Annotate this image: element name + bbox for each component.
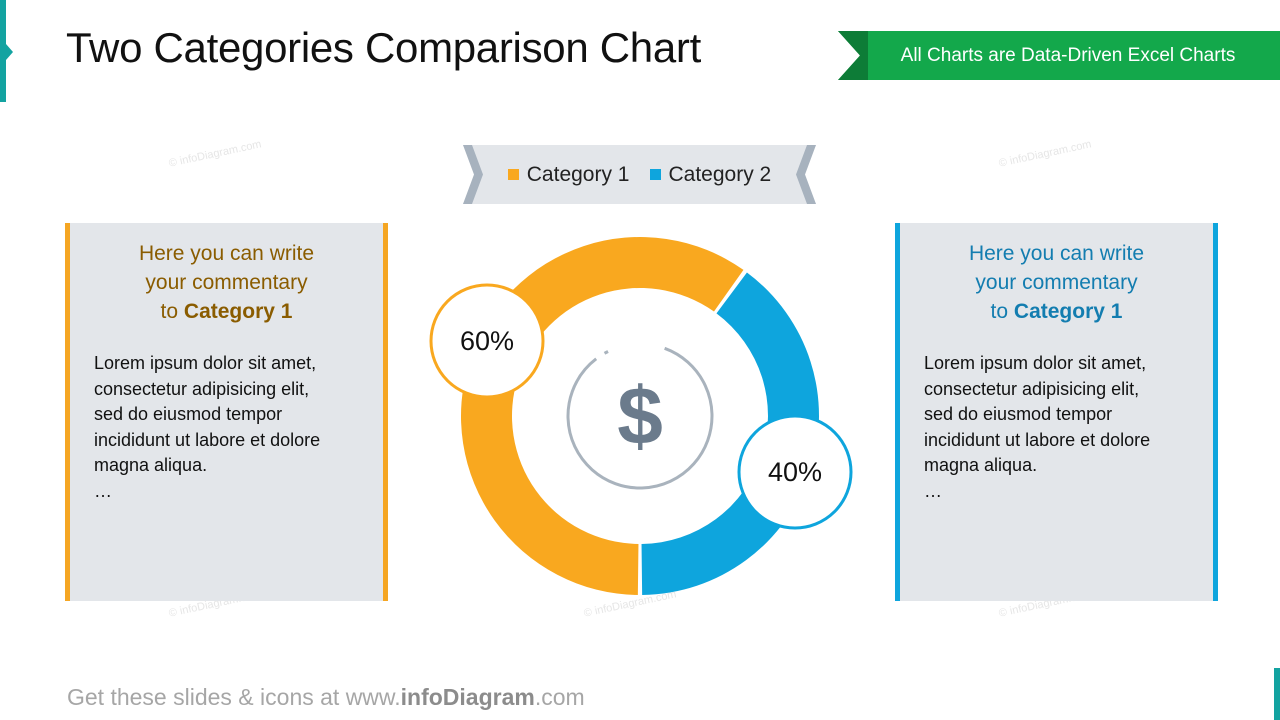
footer-prefix: Get these slides & icons at www. — [67, 684, 401, 710]
title-accent-bar — [0, 0, 6, 102]
dollar-icon: $ — [617, 371, 663, 462]
panel-heading-category: Category 1 — [1013, 300, 1123, 323]
page-title: Two Categories Comparison Chart — [66, 24, 701, 71]
panel-body-text: Lorem ipsum dolor sit amet, consectetur … — [924, 351, 1193, 504]
title-accent-tip — [6, 44, 13, 60]
panel-heading-line: your commentary — [145, 271, 308, 294]
panel-body-text: Lorem ipsum dolor sit amet, consectetur … — [94, 351, 363, 504]
panel-heading-line: to Category 1 — [70, 297, 383, 326]
data-driven-banner: All Charts are Data-Driven Excel Charts — [838, 31, 1280, 80]
panel-body-line: magna aliqua. — [924, 455, 1038, 475]
panel-body-line: Lorem ipsum dolor sit amet, — [94, 353, 317, 373]
panel-heading-line: to Category 1 — [900, 297, 1213, 326]
legend-swatch-category-1 — [507, 169, 519, 180]
footer-credit: Get these slides & icons at www.infoDiag… — [67, 684, 585, 711]
panel-heading-line: Here you can write — [138, 242, 315, 265]
chart-legend — [463, 145, 816, 204]
legend-swatch-category-2 — [649, 169, 661, 180]
panel-heading: Here you can write your commentary to Ca… — [70, 239, 383, 326]
commentary-panel-category-2: Here you can write your commentary to Ca… — [895, 223, 1218, 601]
legend-label-category-1: Category 1 — [526, 162, 630, 186]
chart-legend-items: Category 1 Category 2 — [463, 145, 816, 204]
legend-item-category-2: Category 2 — [649, 162, 772, 187]
panel-body-line: magna aliqua. — [94, 455, 208, 475]
panel-body-line: sed do eiusmod tempor — [94, 404, 283, 424]
panel-body-line: consectetur adipisicing elit, — [94, 378, 310, 399]
footer-suffix: .com — [534, 684, 585, 710]
panel-body-line: incididunt ut labore et dolore — [94, 429, 321, 450]
commentary-panel-category-1: Here you can write your commentary to Ca… — [65, 223, 388, 601]
panel-heading-category: Category 1 — [183, 300, 293, 323]
footer-brand: infoDiagram — [400, 684, 535, 710]
panel-body-line: Lorem ipsum dolor sit amet, — [924, 353, 1147, 373]
legend-item-category-1: Category 1 — [507, 162, 630, 187]
bottom-accent-bar — [1274, 668, 1280, 720]
panel-heading-prefix: to — [990, 300, 1009, 323]
legend-label-category-2: Category 2 — [668, 162, 772, 186]
panel-body-line: sed do eiusmod tempor — [924, 404, 1113, 424]
value-badge-category-2 — [737, 414, 853, 530]
value-label-category-1: 60% — [460, 326, 514, 356]
panel-body-line: consectetur adipisicing elit, — [924, 378, 1140, 399]
panel-heading-line: your commentary — [975, 271, 1138, 294]
panel-body-ellipsis: … — [924, 480, 942, 501]
panel-heading-line: Here you can write — [968, 242, 1145, 265]
panel-body-line: incididunt ut labore et dolore — [924, 429, 1151, 450]
value-label-category-2: 40% — [768, 457, 822, 487]
panel-heading-prefix: to — [160, 300, 179, 323]
panel-heading: Here you can write your commentary to Ca… — [900, 239, 1213, 326]
value-badge-category-1 — [429, 283, 545, 399]
panel-body-ellipsis: … — [94, 480, 112, 501]
